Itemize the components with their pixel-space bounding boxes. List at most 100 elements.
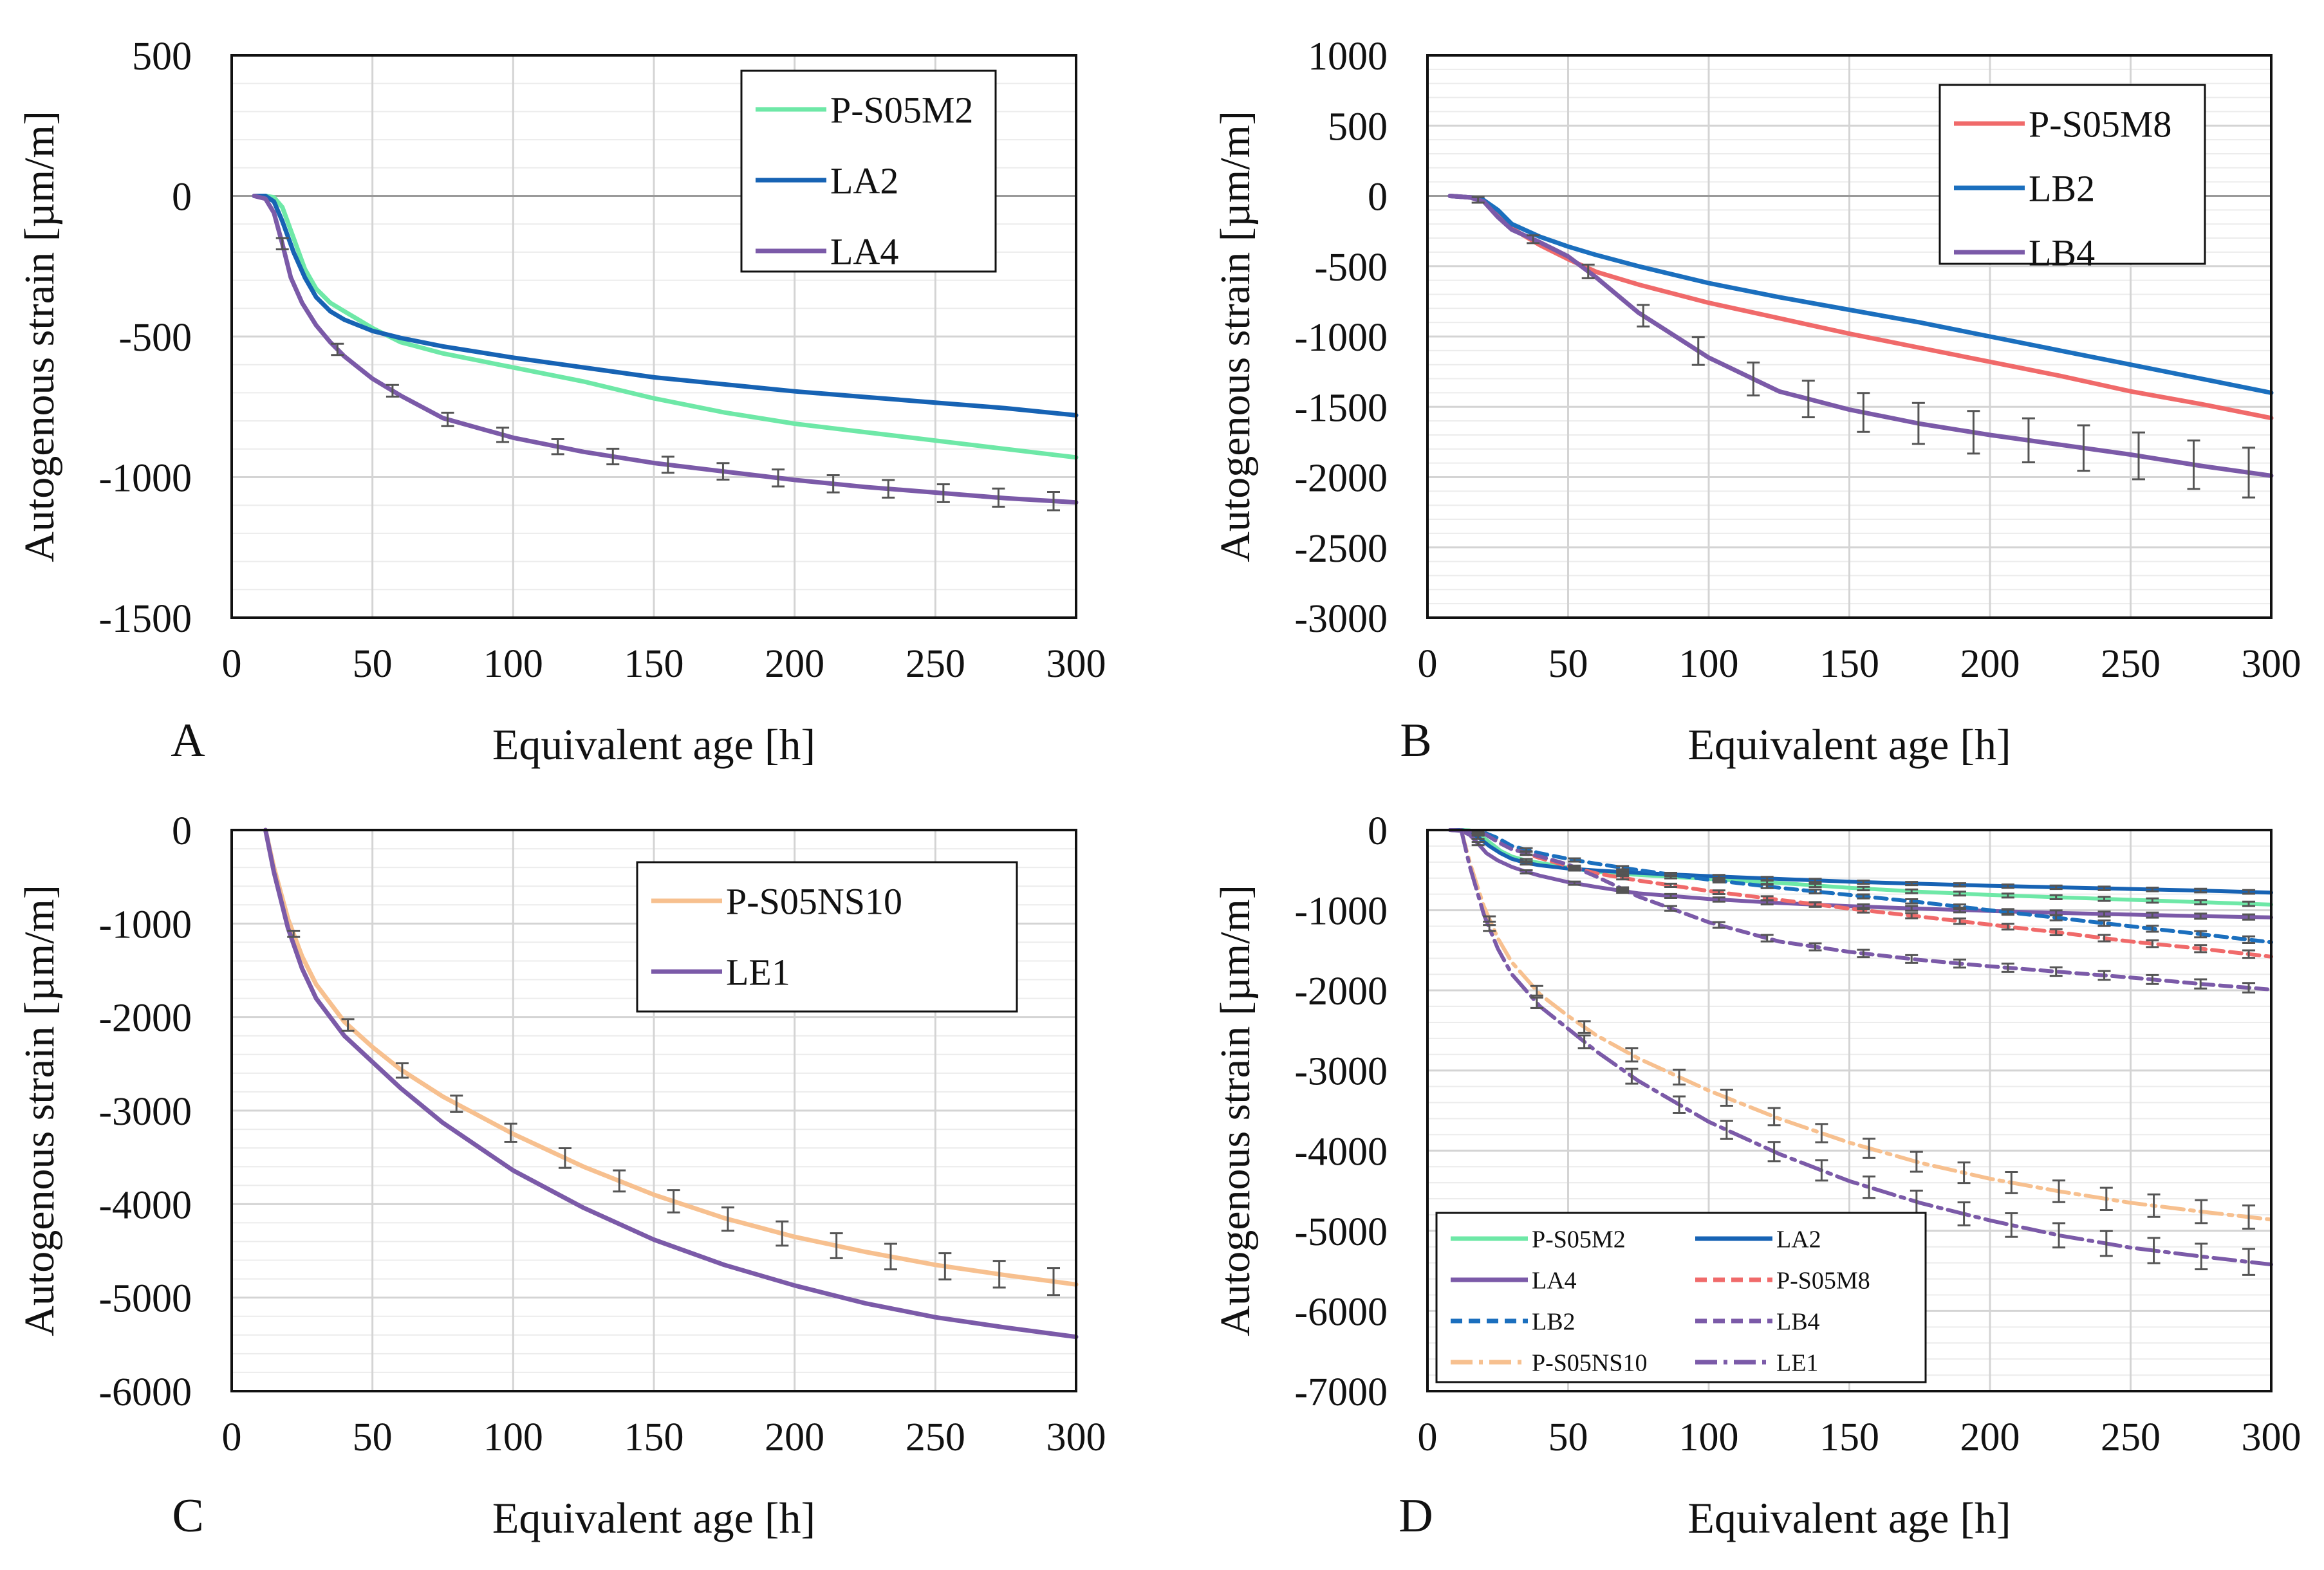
panel-label: B	[1400, 714, 1431, 767]
y-tick-label: -5000	[98, 1277, 192, 1321]
error-bar	[1953, 882, 1967, 888]
panel-d: 0 50 100 150 200 250 300 0 -1000 -2000 -3000 -4000 -…	[1212, 809, 2301, 1542]
error-bar	[1760, 895, 1774, 901]
x-tick-label: 100	[1679, 642, 1739, 686]
panel-a: 0 50 100 150 200 250 300 500 0 -500 -1000 -1500 Equi…	[16, 35, 1106, 769]
error-bar	[2242, 935, 2256, 945]
error-bar	[772, 468, 785, 488]
error-bar	[936, 483, 950, 503]
error-bar	[1760, 876, 1774, 882]
series-line-le1	[1459, 828, 2273, 1267]
y-tick-label: 500	[132, 35, 192, 78]
legend-label: LE1	[726, 951, 790, 993]
series-line-lb4	[1447, 194, 2274, 478]
x-tick-label: 100	[483, 1416, 543, 1459]
error-bar	[2001, 923, 2014, 931]
legend-item-p-s05m8: P-S05M8	[1954, 103, 2171, 145]
y-tick-label: -1000	[1294, 890, 1388, 934]
error-bar	[551, 438, 564, 456]
series-line-le1	[263, 827, 1079, 1340]
error-bar	[1815, 1123, 1828, 1143]
y-tick-label: -1000	[98, 903, 192, 947]
error-bar	[1905, 954, 1919, 964]
legend-item-lb4: LB4	[1954, 232, 2095, 273]
error-bar	[1616, 875, 1630, 881]
legend-item-p-s05ns10: P-S05NS10	[651, 880, 902, 922]
error-bar	[1905, 881, 1919, 887]
error-bar	[1471, 841, 1485, 847]
error-bar	[1712, 874, 1725, 880]
y-tick-label: -1500	[1294, 386, 1388, 430]
error-bar	[1691, 336, 1705, 366]
x-axis-label: Equivalent age [h]	[492, 720, 815, 769]
error-bar	[1568, 880, 1581, 886]
error-bar	[716, 462, 730, 481]
error-bar	[1760, 934, 1774, 943]
error-bar	[1957, 1161, 1971, 1185]
error-bar	[395, 1062, 409, 1079]
error-bar	[1664, 872, 1678, 878]
plot-frame	[230, 829, 1077, 1392]
error-bar	[2242, 889, 2256, 895]
legend-item-p-s05m2: P-S05M2	[756, 89, 973, 131]
x-tick-label: 150	[1819, 642, 1879, 686]
error-bar	[1905, 905, 1919, 912]
y-tick-label: -4000	[1294, 1130, 1388, 1174]
y-tick-label: -3000	[98, 1090, 192, 1134]
error-bar	[1905, 888, 1919, 894]
error-bar	[558, 1147, 572, 1169]
legend-label: LE1	[1776, 1349, 1818, 1376]
error-bar	[2099, 1187, 2113, 1211]
series-line-p-s05ns10	[263, 827, 1079, 1287]
y-tick-label: -4000	[98, 1183, 192, 1227]
legend-item-p-s05ns10: P-S05NS10	[1451, 1349, 1648, 1376]
y-tick-label: -5000	[1294, 1210, 1388, 1254]
series-line-la2	[252, 194, 1079, 418]
error-bar	[341, 1018, 355, 1032]
legend-label: P-S05NS10	[1532, 1349, 1648, 1376]
error-bar	[1808, 878, 1822, 883]
error-bar	[2097, 910, 2111, 918]
legend: P-S05M2 LA2 LA4 P-S05M8 LB2 LB4 P-S05NS10 LE1	[1435, 1212, 1927, 1383]
error-bar	[2187, 439, 2200, 490]
error-bar	[1520, 850, 1533, 856]
legend: P-S05M2 LA2 LA4	[740, 69, 997, 273]
error-bar	[2242, 913, 2256, 921]
error-bars	[1471, 829, 2256, 1276]
series-group	[263, 827, 1079, 1340]
x-tick-label: 300	[1046, 1416, 1106, 1459]
legend-item-la2: LA2	[756, 160, 898, 201]
x-tick-label: 0	[1418, 1416, 1438, 1459]
error-bar	[1857, 893, 1870, 900]
legend-label: P-S05M8	[2029, 103, 2171, 145]
legend-label: LB2	[2029, 167, 2095, 209]
x-tick-label: 250	[906, 1416, 965, 1459]
error-bar	[2194, 912, 2208, 920]
error-bar	[1568, 864, 1581, 870]
x-tick-label: 300	[2242, 642, 2301, 686]
legend-item-la4: LA4	[1451, 1267, 1577, 1294]
error-bar	[2049, 884, 2063, 891]
legend-item-lb2: LB2	[1954, 167, 2095, 209]
legend-label: P-S05M8	[1776, 1267, 1870, 1294]
error-bar	[1760, 883, 1774, 889]
x-tick-label: 150	[624, 1416, 684, 1459]
error-bar	[1471, 196, 1485, 204]
x-tick-label: 0	[1418, 642, 1438, 686]
error-bar	[2195, 1242, 2208, 1271]
series-line-p-s05ns10	[1459, 828, 2273, 1222]
y-tick-label: -1000	[98, 457, 192, 501]
error-bar	[1801, 380, 1815, 418]
error-bar	[1808, 889, 1822, 894]
error-bar	[2194, 899, 2208, 905]
error-bar	[2194, 978, 2208, 990]
error-bar	[2194, 887, 2208, 894]
x-tick-label: 50	[1548, 1416, 1588, 1459]
legend-label: LA4	[1532, 1267, 1577, 1294]
x-axis-label: Equivalent age [h]	[492, 1493, 815, 1542]
error-bar	[992, 487, 1005, 508]
x-tick-label: 200	[765, 1416, 824, 1459]
x-tick-label: 50	[353, 642, 393, 686]
x-axis-label: Equivalent age [h]	[1687, 720, 2011, 769]
error-bar	[2001, 883, 2014, 889]
